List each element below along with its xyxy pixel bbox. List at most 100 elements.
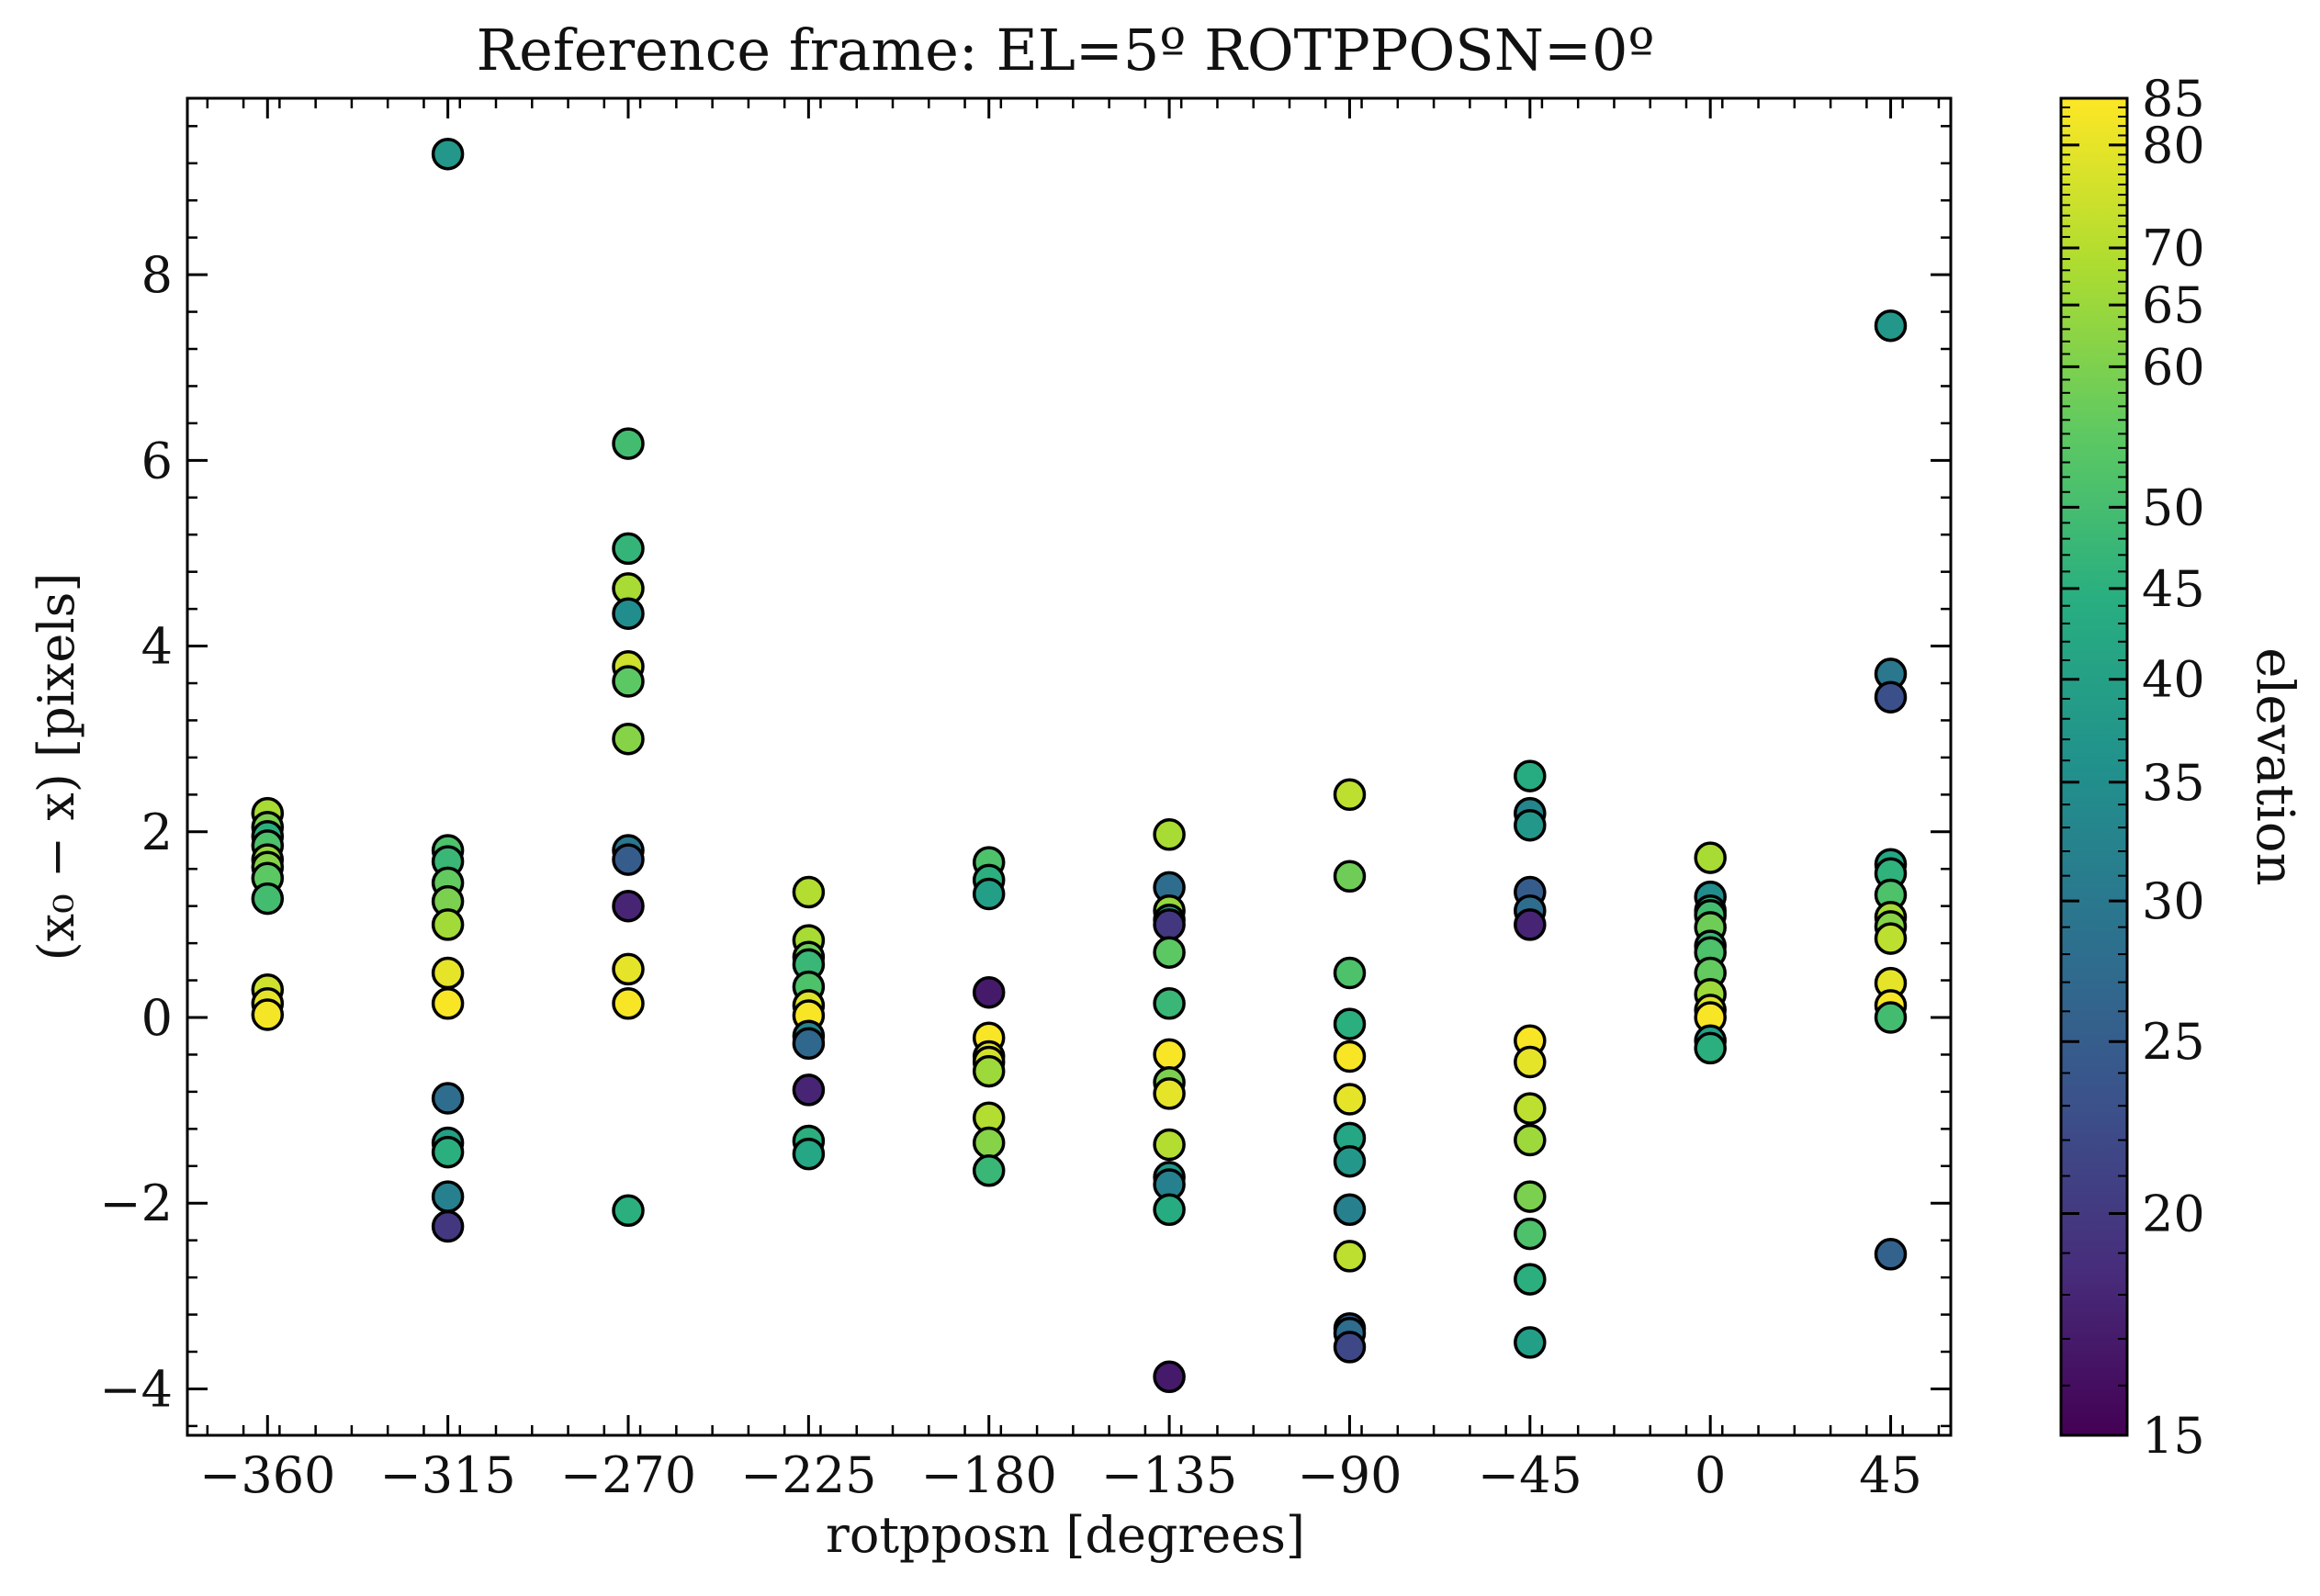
x-tick-label: −360: [199, 1446, 335, 1504]
data-point: [1694, 1031, 1727, 1065]
colorbar-tick-label: 30: [2142, 872, 2205, 930]
data-point: [972, 975, 1006, 1009]
data-point: [431, 1180, 465, 1213]
data-point: [612, 665, 645, 698]
colorbar-label: elevation: [2245, 647, 2304, 885]
data-point: [431, 908, 465, 941]
data-point: [251, 998, 285, 1031]
data-point: [1153, 1128, 1186, 1162]
data-point: [1333, 1331, 1367, 1364]
plot-frame: [186, 96, 1953, 1437]
colorbar-tick-label: 15: [2142, 1407, 2205, 1465]
data-point: [612, 889, 645, 923]
data-point: [612, 987, 645, 1020]
data-point: [1153, 987, 1186, 1020]
data-point: [1874, 309, 1908, 343]
x-tick-label: 45: [1859, 1446, 1922, 1504]
data-point: [1333, 1040, 1367, 1073]
data-point: [1874, 1238, 1908, 1271]
data-point: [1694, 841, 1727, 874]
colorbar-tick-label: 25: [2142, 1013, 2205, 1071]
x-tick-label: −315: [379, 1446, 515, 1504]
data-point: [1153, 818, 1186, 851]
data-point: [1514, 1180, 1547, 1213]
data-point: [1514, 1263, 1547, 1296]
colorbar: [2059, 96, 2129, 1437]
data-point: [1874, 1001, 1908, 1034]
data-point: [972, 877, 1006, 911]
data-point: [431, 987, 465, 1020]
data-point: [1153, 1038, 1186, 1072]
colorbar-tick-label: 60: [2142, 338, 2205, 396]
x-tick-label: 0: [1695, 1446, 1726, 1504]
data-point: [1514, 759, 1547, 792]
data-point: [1333, 1083, 1367, 1116]
x-axis-ticks: −360 −315 −270 −225 −180 −135 −90 −45 0 45: [199, 98, 1941, 1504]
data-point: [1874, 922, 1908, 955]
data-point: [1153, 1360, 1186, 1394]
data-point: [972, 1154, 1006, 1187]
chart-title: Reference frame: EL=5º ROTPPOSN=0º: [476, 17, 1654, 84]
colorbar-tick-label: 45: [2142, 560, 2205, 618]
data-point: [1333, 1240, 1367, 1273]
x-tick-label: −225: [740, 1446, 876, 1504]
data-point: [612, 952, 645, 986]
data-point: [972, 1126, 1006, 1160]
colorbar-tick-label: 50: [2142, 478, 2205, 536]
data-point: [1514, 1045, 1547, 1079]
data-point: [792, 1137, 826, 1171]
data-point: [1333, 778, 1367, 812]
y-tick-label: 8: [141, 246, 173, 304]
colorbar-tick-label: 40: [2142, 651, 2205, 709]
data-point: [431, 1209, 465, 1243]
data-point: [1514, 1326, 1547, 1359]
colorbar-tick-label: 80: [2142, 117, 2205, 174]
x-axis-label: rotpposn [degrees]: [826, 1506, 1305, 1564]
data-point: [431, 1082, 465, 1115]
data-point: [431, 956, 465, 990]
data-point: [1514, 1217, 1547, 1251]
colorbar-tick-label: 35: [2142, 754, 2205, 812]
y-tick-label: 4: [141, 618, 173, 676]
y-tick-label: −2: [99, 1175, 173, 1232]
colorbar-tick-label: 70: [2142, 219, 2205, 277]
data-point: [431, 1135, 465, 1169]
colorbar-tick-label: 85: [2142, 70, 2205, 128]
data-point: [612, 843, 645, 876]
data-point: [1874, 680, 1908, 714]
data-point: [612, 1194, 645, 1228]
x-tick-label: −270: [560, 1446, 696, 1504]
data-point: [1514, 1092, 1547, 1125]
data-point: [792, 875, 826, 909]
data-point: [612, 597, 645, 630]
data-point: [612, 427, 645, 460]
x-tick-label: −90: [1297, 1446, 1402, 1504]
y-axis-label: (x₀ − x) [pixels]: [28, 573, 85, 961]
data-point: [1333, 1007, 1367, 1040]
data-point: [612, 532, 645, 566]
y-axis-ticks: −4 −2 0 2 4 6 8: [99, 125, 1951, 1428]
data-point: [1333, 1144, 1367, 1178]
y-tick-label: −4: [99, 1360, 173, 1418]
data-point: [792, 1027, 826, 1061]
data-point: [1153, 1193, 1186, 1227]
x-tick-label: −135: [1101, 1446, 1237, 1504]
data-point: [792, 1073, 826, 1107]
y-tick-label: 6: [141, 432, 173, 489]
y-tick-label: 0: [141, 989, 173, 1047]
data-point: [251, 882, 285, 916]
data-point: [1514, 808, 1547, 842]
data-point: [972, 1054, 1006, 1088]
colorbar-tick-label: 65: [2142, 276, 2205, 334]
data-point: [1333, 1193, 1367, 1227]
data-point: [1153, 908, 1186, 941]
data-point: [431, 137, 465, 171]
data-point: [1514, 1123, 1547, 1157]
data-points: [251, 137, 1908, 1394]
data-point: [1514, 908, 1547, 941]
data-point: [1153, 1077, 1186, 1110]
x-tick-label: −45: [1478, 1446, 1582, 1504]
